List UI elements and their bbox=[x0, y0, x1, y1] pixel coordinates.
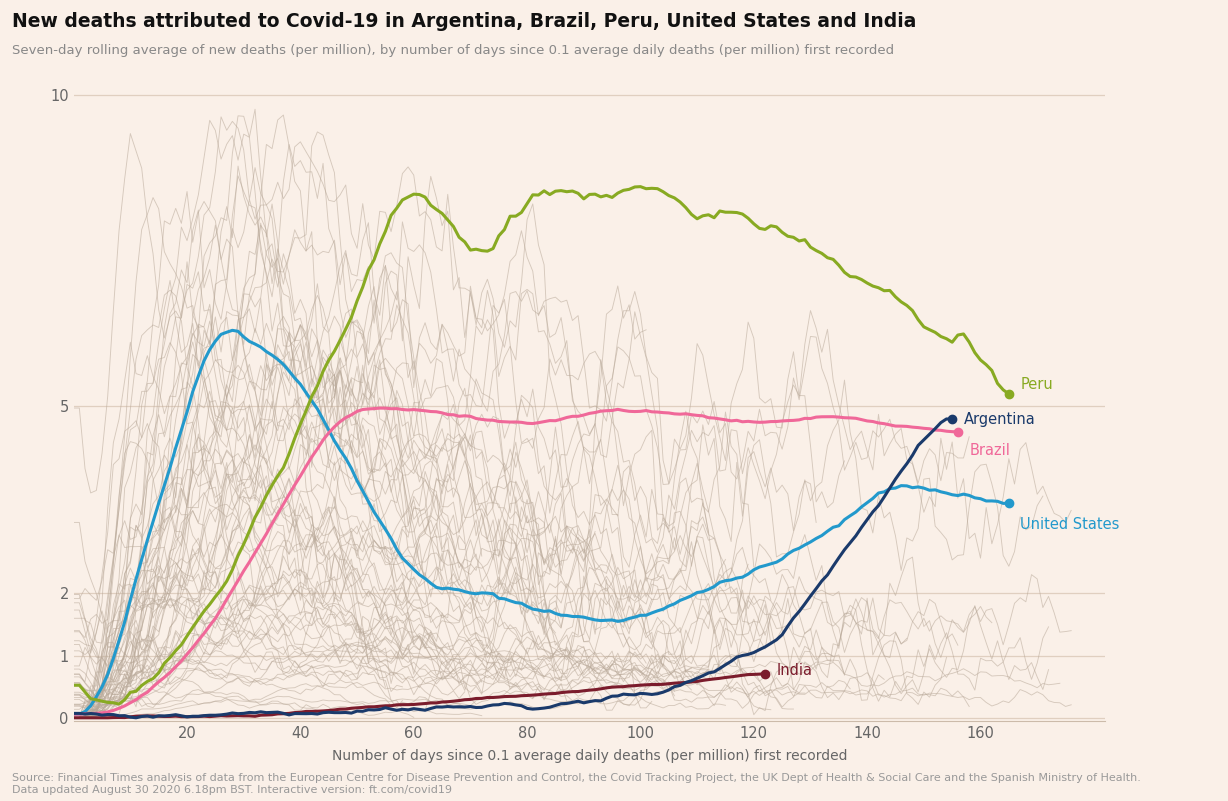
Text: India: India bbox=[776, 663, 813, 678]
Text: Peru: Peru bbox=[1020, 377, 1052, 392]
Text: Source: Financial Times analysis of data from the European Centre for Disease Pr: Source: Financial Times analysis of data… bbox=[12, 774, 1141, 783]
Text: Brazil: Brazil bbox=[969, 443, 1011, 458]
Text: Data updated August 30 2020 6.18pm BST. Interactive version: ft.com/covid19: Data updated August 30 2020 6.18pm BST. … bbox=[12, 785, 452, 795]
Text: New deaths attributed to Covid-19 in Argentina, Brazil, Peru, United States and : New deaths attributed to Covid-19 in Arg… bbox=[12, 12, 916, 31]
Text: Seven-day rolling average of new deaths (per million), by number of days since 0: Seven-day rolling average of new deaths … bbox=[12, 44, 894, 57]
X-axis label: Number of days since 0.1 average daily deaths (per million) first recorded: Number of days since 0.1 average daily d… bbox=[332, 749, 847, 763]
Text: United States: United States bbox=[1020, 517, 1120, 533]
Text: Argentina: Argentina bbox=[964, 412, 1035, 427]
